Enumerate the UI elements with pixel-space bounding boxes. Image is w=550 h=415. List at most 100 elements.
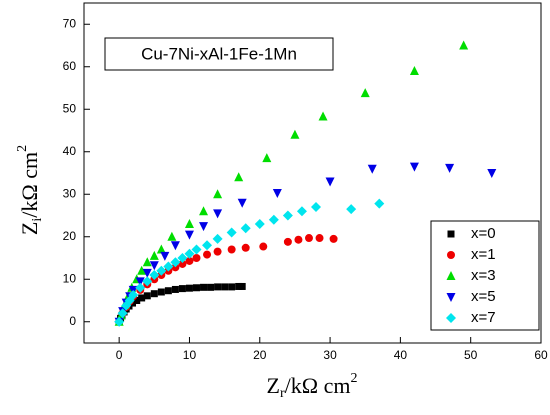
marker: [184, 219, 194, 228]
marker: [445, 163, 455, 173]
marker: [149, 261, 159, 271]
marker: [290, 129, 300, 139]
marker: [374, 198, 385, 209]
chart-title: Cu-7Ni-xAl-1Fe-1Mn: [141, 44, 297, 63]
y-label-sup: 2: [15, 145, 30, 152]
legend-marker: [447, 251, 455, 259]
marker: [192, 284, 200, 292]
marker: [185, 256, 194, 265]
marker: [296, 206, 307, 217]
x-label-unit: /kΩ cm: [285, 373, 351, 398]
marker: [227, 245, 236, 254]
marker: [237, 198, 247, 208]
marker: [178, 285, 186, 293]
marker: [149, 270, 160, 280]
marker: [135, 282, 146, 293]
marker: [221, 283, 229, 291]
y-tick-label: 0: [69, 314, 76, 328]
x-tick-label: 10: [183, 348, 197, 362]
marker: [199, 222, 209, 232]
marker: [329, 234, 338, 243]
marker: [238, 282, 246, 290]
marker: [213, 247, 222, 256]
legend-label: x=5: [471, 288, 496, 305]
marker: [311, 202, 322, 212]
marker: [318, 111, 328, 121]
marker: [259, 242, 268, 251]
marker: [226, 227, 237, 238]
y-axis-label: Zi/kΩ cm2: [15, 145, 45, 235]
marker: [304, 234, 313, 243]
y-tick-label: 30: [63, 186, 77, 200]
x-label-sup: 2: [350, 371, 357, 386]
marker: [213, 189, 223, 199]
marker: [170, 241, 180, 251]
title-box: [104, 37, 334, 71]
marker: [156, 265, 167, 276]
y-label-main: Z: [17, 222, 42, 235]
y-tick-label: 40: [63, 144, 77, 158]
marker: [114, 316, 125, 327]
marker: [143, 292, 151, 300]
marker: [156, 244, 166, 254]
x-label-main: Z: [267, 373, 280, 398]
marker: [184, 230, 194, 240]
marker: [459, 40, 469, 50]
marker: [142, 268, 152, 278]
legend-marker: [446, 271, 456, 280]
marker: [138, 294, 146, 302]
x-tick-label: 30: [323, 348, 337, 362]
marker: [272, 188, 282, 198]
marker: [170, 257, 181, 268]
marker: [167, 231, 177, 241]
marker: [142, 257, 152, 267]
marker: [360, 88, 370, 98]
marker: [283, 237, 292, 246]
y-label-sub: i: [30, 218, 45, 222]
marker: [254, 219, 265, 229]
marker: [160, 251, 170, 261]
marker: [207, 283, 215, 291]
marker: [192, 254, 201, 262]
marker: [367, 164, 377, 174]
legend-label: x=1: [471, 246, 496, 263]
x-tick-label: 40: [394, 348, 408, 362]
marker: [234, 172, 244, 182]
marker: [241, 243, 250, 252]
marker: [240, 223, 251, 234]
marker: [315, 234, 324, 243]
x-label-sub: r: [280, 386, 285, 401]
marker: [163, 261, 174, 272]
marker: [185, 284, 193, 292]
marker: [171, 285, 179, 293]
marker: [133, 297, 141, 304]
marker: [150, 290, 158, 298]
marker: [213, 209, 223, 219]
marker: [202, 240, 213, 251]
marker: [203, 250, 212, 259]
marker: [137, 265, 147, 275]
marker: [200, 283, 208, 291]
legend-label: x=0: [471, 225, 496, 242]
marker: [117, 308, 128, 319]
legend-marker: [446, 313, 456, 323]
marker: [191, 244, 202, 255]
marker: [171, 263, 180, 272]
marker: [325, 177, 335, 187]
marker: [294, 235, 303, 244]
marker: [177, 253, 188, 263]
marker: [487, 169, 497, 178]
x-tick-label: 0: [116, 348, 123, 362]
marker: [157, 288, 165, 296]
legend-marker: [447, 230, 455, 238]
marker: [164, 287, 172, 295]
x-tick-label: 60: [534, 348, 548, 362]
marker: [142, 276, 153, 287]
marker: [409, 162, 419, 172]
x-tick-label: 50: [464, 348, 478, 362]
marker: [214, 283, 222, 291]
y-tick-label: 50: [63, 101, 77, 115]
marker: [228, 283, 236, 291]
